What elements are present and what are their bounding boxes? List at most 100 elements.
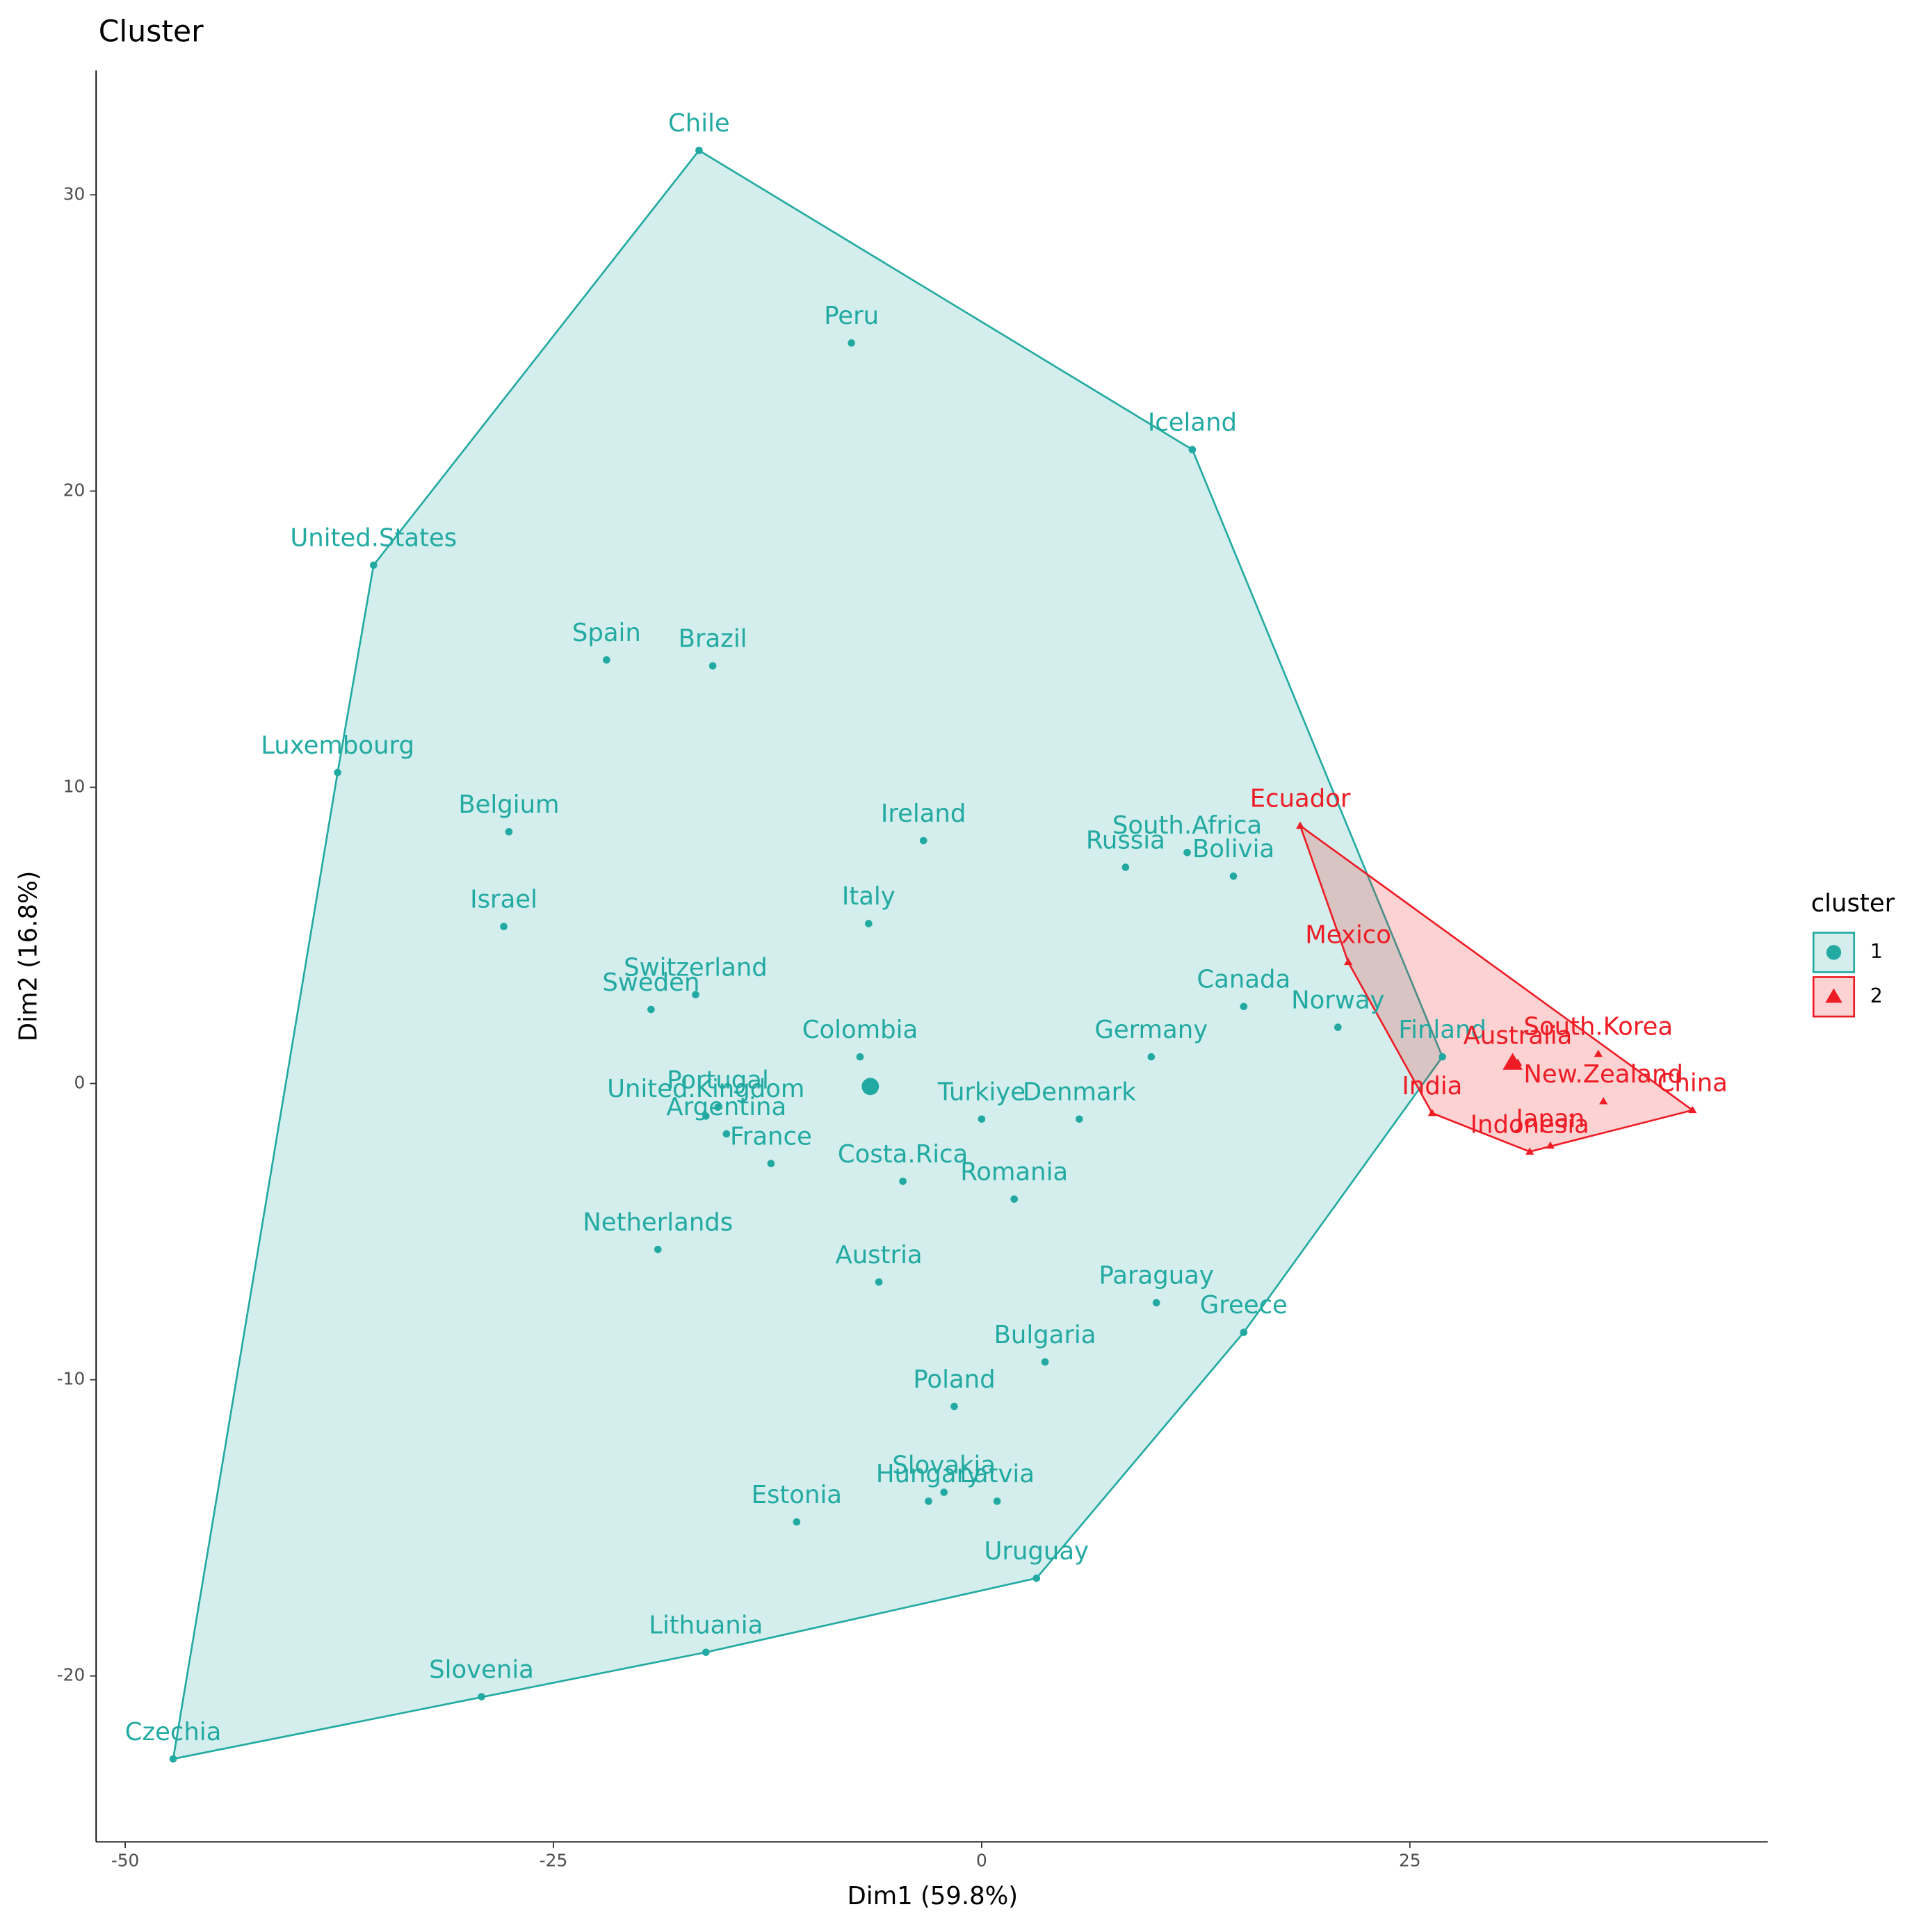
point-label: Paraguay — [1099, 1262, 1214, 1290]
point-label: Spain — [572, 619, 641, 647]
point-label: Ireland — [881, 799, 966, 828]
point-label: Peru — [824, 302, 879, 330]
point — [1152, 1299, 1160, 1307]
point — [714, 1103, 722, 1111]
point — [864, 920, 873, 927]
point-label: Chile — [668, 109, 730, 138]
point — [993, 1497, 1001, 1505]
axes: -50 -25 0 25 -20 -10 0 10 20 30 — [57, 70, 1768, 1871]
point-label: United.Kingdom — [607, 1075, 804, 1103]
point — [925, 1497, 932, 1505]
point-label: Poland — [913, 1365, 995, 1394]
point — [334, 768, 341, 777]
point-label: Switzerland — [624, 954, 768, 982]
point-label: Turkiye — [937, 1078, 1026, 1106]
cluster-hull — [172, 149, 1444, 1760]
point-label: Ecuador — [1250, 785, 1351, 813]
point — [478, 1693, 485, 1700]
point — [793, 1518, 801, 1526]
y-tick-label: 10 — [63, 776, 86, 796]
point — [1240, 1002, 1248, 1011]
point — [647, 1005, 655, 1014]
point — [1121, 863, 1130, 871]
legend-symbol — [1826, 945, 1842, 960]
cluster-center — [1502, 1053, 1523, 1070]
point-label: South.Korea — [1523, 1013, 1673, 1041]
point-label: China — [1658, 1069, 1728, 1098]
point — [1010, 1195, 1019, 1203]
point — [1688, 1105, 1697, 1114]
points — [169, 147, 1697, 1763]
point-label: France — [730, 1122, 812, 1151]
legend-label: 2 — [1870, 984, 1883, 1007]
legend-symbol — [1825, 988, 1842, 1003]
x-tick-label: 0 — [976, 1851, 987, 1871]
legend: 12 — [1812, 932, 1883, 1018]
point-label: Hungary — [876, 1460, 981, 1488]
point-label: Canada — [1197, 966, 1290, 994]
point-label: Israel — [470, 886, 537, 914]
point — [1599, 1096, 1608, 1105]
point — [369, 561, 378, 569]
point-label: Bulgaria — [994, 1321, 1096, 1349]
x-axis-title: Dim1 (59.8%) — [848, 1882, 1019, 1910]
point — [654, 1245, 662, 1253]
point — [1334, 1023, 1342, 1031]
point — [1076, 1115, 1083, 1123]
point — [1041, 1358, 1049, 1366]
x-tick-label: -25 — [540, 1851, 568, 1871]
point-label: Slovenia — [429, 1655, 534, 1684]
legend-label: 1 — [1870, 940, 1883, 963]
point-label: Germany — [1094, 1016, 1208, 1044]
y-tick-label: 0 — [74, 1073, 85, 1093]
point-label: Romania — [960, 1158, 1068, 1187]
point — [695, 147, 703, 154]
point-label: Japan — [1514, 1105, 1585, 1133]
point — [1147, 1053, 1156, 1061]
point — [603, 656, 610, 664]
point-label: Greece — [1200, 1291, 1288, 1320]
point — [708, 662, 717, 670]
point — [899, 1177, 907, 1185]
y-tick-label: -10 — [57, 1369, 86, 1389]
labels: Chile Peru Iceland United.States Spain Brazil… — [125, 109, 1728, 1746]
point-label: Belgium — [458, 790, 559, 819]
point-label: Austria — [836, 1241, 923, 1269]
point-label: Latvia — [959, 1460, 1035, 1488]
point — [1427, 1109, 1436, 1117]
point — [1183, 848, 1191, 857]
cluster-hull — [1298, 823, 1695, 1153]
point-label: Uruguay — [984, 1537, 1089, 1566]
chart-title: Cluster — [99, 15, 204, 49]
point-label: Brazil — [679, 625, 747, 654]
point — [1343, 957, 1353, 966]
point — [767, 1160, 775, 1167]
point-label: United.States — [290, 524, 457, 553]
point — [500, 923, 508, 931]
point-label: Bolivia — [1192, 835, 1274, 863]
point — [875, 1278, 883, 1286]
point — [722, 1130, 731, 1138]
y-tick-label: -20 — [57, 1665, 86, 1685]
point-label: Sweden — [602, 968, 699, 997]
point — [1229, 872, 1238, 880]
point-label: Finland — [1398, 1016, 1486, 1044]
hulls — [172, 149, 1695, 1760]
point — [1032, 1574, 1041, 1582]
point-label: Australia — [1464, 1022, 1573, 1050]
point — [1439, 1053, 1446, 1061]
point-label: Iceland — [1148, 409, 1237, 437]
point — [1546, 1141, 1555, 1149]
y-tick-label: 30 — [63, 184, 86, 204]
point — [919, 836, 927, 845]
point — [1240, 1329, 1248, 1336]
point-label: India — [1402, 1072, 1462, 1101]
point-label: Colombia — [802, 1016, 918, 1044]
point — [692, 991, 699, 999]
point-label: Netherlands — [583, 1208, 733, 1237]
point — [1594, 1049, 1603, 1057]
point-label: Luxembourg — [261, 731, 414, 760]
point-label: South.Africa — [1112, 811, 1262, 840]
